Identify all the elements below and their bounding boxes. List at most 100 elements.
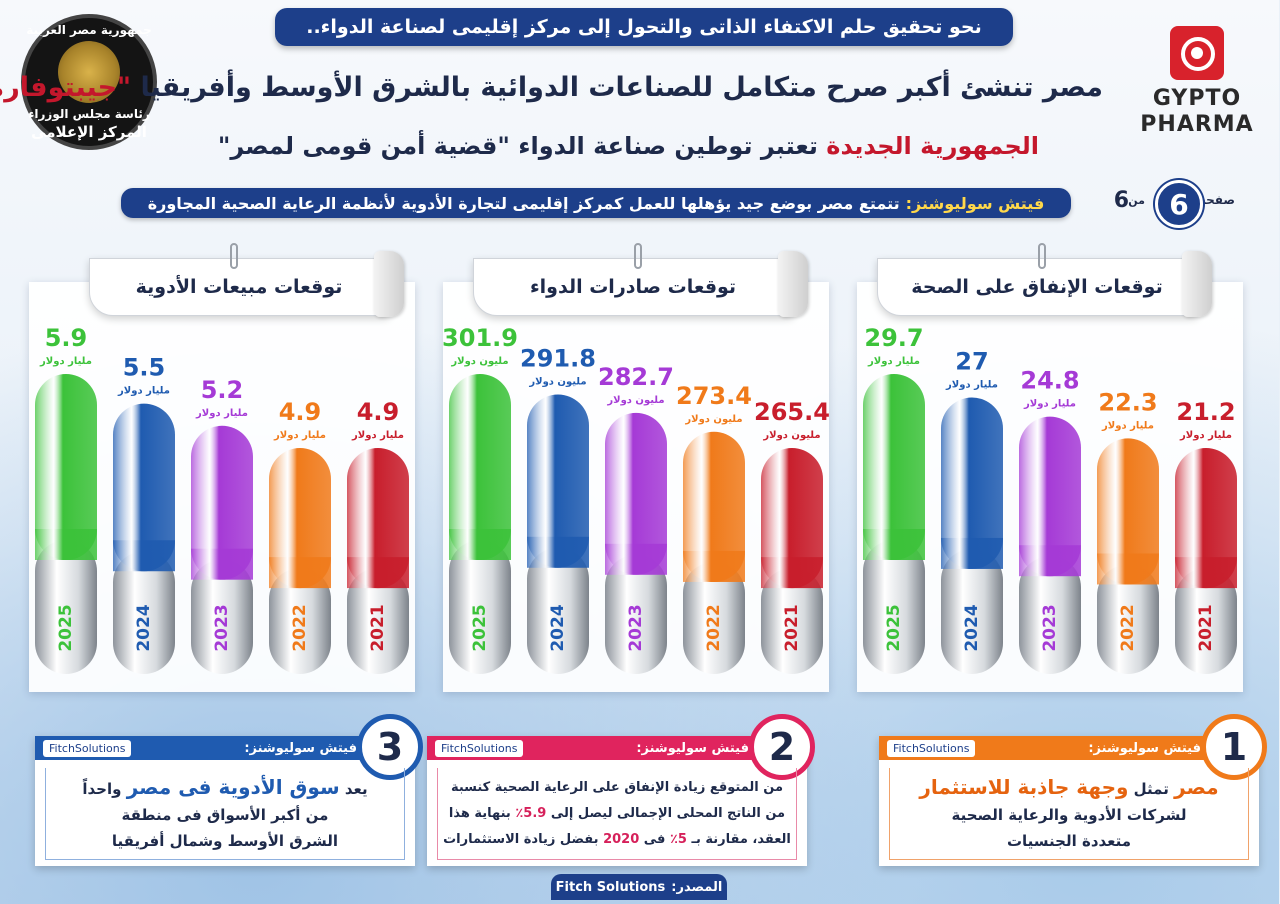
gyptopharma-icon	[1171, 26, 1225, 80]
capsule-top-fill	[528, 536, 590, 568]
value-label: 265.4	[755, 398, 830, 426]
card-number: 1	[1202, 714, 1268, 780]
card-head-label: فيتش سوليوشنز:	[637, 740, 750, 756]
unit-label: مليار دولار	[1180, 430, 1233, 441]
capsule-top	[528, 394, 590, 568]
capsule-bar-2025: 2025 301.9 مليون دولار	[444, 324, 519, 674]
card-head: فيتش سوليوشنز: FitchSolutions	[36, 736, 416, 760]
capsule-top-fill	[942, 537, 1004, 569]
panel-spending: توقعات الإنفاق على الصحة 2021 21.2 مليار د…	[858, 243, 1244, 692]
card-body: من المتوقع زيادة الإنفاق على الرعاية الص…	[438, 768, 798, 860]
unit-label: مليون دولار	[763, 430, 821, 441]
capsule-bottom	[1098, 564, 1160, 674]
card3-l3: الشرق الأوسط وشمال أفريقيا	[112, 831, 340, 850]
capsule-bottom	[762, 568, 824, 674]
capsule-bar-2021: 2021 21.2 مليار دولار	[1176, 398, 1238, 674]
source-label: المصدر:	[672, 879, 724, 895]
capsule-top-fill	[114, 540, 176, 572]
logo-line1: GYPTO	[1153, 86, 1243, 111]
scroll-curl-icon	[779, 251, 809, 317]
value-label: 291.8	[521, 344, 597, 372]
card-head: فيتش سوليوشنز: FitchSolutions	[428, 736, 808, 760]
card3-l1a: يعد	[345, 779, 369, 798]
capsule-bar-2022: 2022 273.4 مليون دولار	[677, 382, 753, 674]
value-label: 273.4	[677, 382, 753, 410]
value-label: 29.7	[865, 324, 924, 352]
card2-l3e: بفضل زيادة الاستثمارات	[444, 831, 600, 847]
emblem-line2: رئاسة مجلس الوزراء	[29, 107, 151, 121]
year-label: 2021	[783, 604, 803, 651]
capsule-bar-2022: 2022 22.3 مليار دولار	[1098, 388, 1160, 674]
value-label: 4.9	[358, 398, 401, 426]
capsule-bottom	[36, 540, 98, 674]
unit-label: مليار دولار	[1024, 399, 1077, 410]
cabinet-emblem: جمهورية مصر العربية رئاسة مجلس الوزراء ا…	[22, 14, 158, 150]
panel-sales: توقعات مبيعات الأدوية 2021 4.9 مليار دولار…	[30, 243, 416, 692]
capsule-top	[1098, 438, 1160, 585]
card1-l1a: مصر	[1175, 774, 1220, 799]
capsule-top-fill	[192, 548, 254, 580]
top-banner-text: نحو تحقيق حلم الاكتفاء الذاتى والتحول إل…	[307, 16, 983, 38]
capsule-top-fill	[606, 543, 668, 575]
capsule-top-fill	[762, 557, 824, 589]
unit-label: مليار دولار	[40, 356, 93, 367]
unit-label: مليار دولار	[868, 356, 921, 367]
fitch-logo: FitchSolutions	[44, 739, 133, 757]
card1-l1c: وجهة جاذبة للاستثمار	[920, 774, 1130, 799]
subheadline-red: الجمهورية الجديدة	[827, 132, 1040, 160]
emblem-line3: المركز الإعلامى	[32, 123, 148, 141]
capsule-bottom	[270, 568, 332, 674]
panel-title-exports: توقعات صادرات الدواء	[474, 243, 809, 317]
chart-title-spending: توقعات الإنفاق على الصحة	[912, 276, 1164, 298]
capsule-top	[1020, 416, 1082, 577]
card2-l2c: بنهاية هذا	[449, 805, 512, 821]
top-banner: نحو تحقيق حلم الاكتفاء الذاتى والتحول إل…	[276, 8, 1014, 46]
fitch-banner: فيتش سوليوشنز: تتمتع مصر بوضع جيد يؤهلها…	[122, 188, 1072, 218]
capsule-bottom	[864, 540, 926, 674]
capsule-top-fill	[450, 529, 512, 560]
fitch-banner-label: فيتش سوليوشنز:	[906, 193, 1046, 213]
capsule-bar-2024: 2024 291.8 مليون دولار	[521, 344, 597, 674]
subheadline: الجمهورية الجديدة تعتبر توطين صناعة الدو…	[219, 132, 1040, 160]
card2-l1: من المتوقع زيادة الإنفاق على الرعاية الص…	[451, 779, 785, 795]
card-3: فيتش سوليوشنز: FitchSolutions 3 يعد سوق …	[36, 714, 424, 866]
source-value: Fitch Solutions	[556, 879, 667, 895]
capsule-top-fill	[348, 557, 410, 589]
capsule-top	[864, 374, 926, 560]
eagle-icon	[59, 41, 121, 103]
year-label: 2024	[549, 604, 569, 651]
year-label: 2025	[885, 604, 905, 651]
panel-exports: توقعات صادرات الدواء 2021 265.4 مليون دولا…	[444, 243, 830, 692]
card-head: فيتش سوليوشنز: FitchSolutions	[880, 736, 1260, 760]
card-head-label: فيتش سوليوشنز:	[1089, 740, 1202, 756]
value-label: 5.9	[46, 324, 89, 352]
scroll-curl-icon	[375, 251, 405, 317]
unit-label: مليار دولار	[352, 430, 405, 441]
value-label: 24.8	[1021, 367, 1080, 395]
capsule-bar-2025: 2025 29.7 مليار دولار	[864, 324, 926, 674]
capsule-bar-2023: 2023 5.2 مليار دولار	[192, 376, 254, 674]
value-label: 5.5	[124, 354, 167, 382]
scroll-curl-icon	[1183, 251, 1213, 317]
card-2: فيتش سوليوشنز: FitchSolutions 2 من المتو…	[428, 714, 816, 866]
card1-l1b: تمثل	[1134, 779, 1170, 798]
capsule-bottom	[606, 554, 668, 674]
capsule-bar-2024: 2024 27 مليار دولار	[942, 348, 1004, 674]
capsule-top	[270, 448, 332, 589]
year-label: 2024	[963, 604, 983, 651]
capsule-top	[348, 448, 410, 589]
chart-title-sales: توقعات مبيعات الأدوية	[136, 276, 344, 298]
capsule-top	[942, 397, 1004, 569]
capsule-bar-2022: 2022 4.9 مليار دولار	[270, 398, 332, 674]
panel-title-sales: توقعات مبيعات الأدوية	[90, 243, 405, 317]
capsule-top-fill	[684, 550, 746, 582]
capsule-top	[114, 403, 176, 572]
year-label: 2023	[627, 604, 647, 651]
capsule-top	[192, 425, 254, 580]
capsule-bottom	[450, 540, 512, 674]
capsule-top-fill	[36, 529, 98, 560]
unit-label: مليون دولار	[529, 376, 587, 387]
fitch-banner-text: تتمتع مصر بوضع جيد يؤهلها للعمل كمركز إق…	[148, 193, 901, 213]
paperclip-icon	[231, 243, 239, 269]
